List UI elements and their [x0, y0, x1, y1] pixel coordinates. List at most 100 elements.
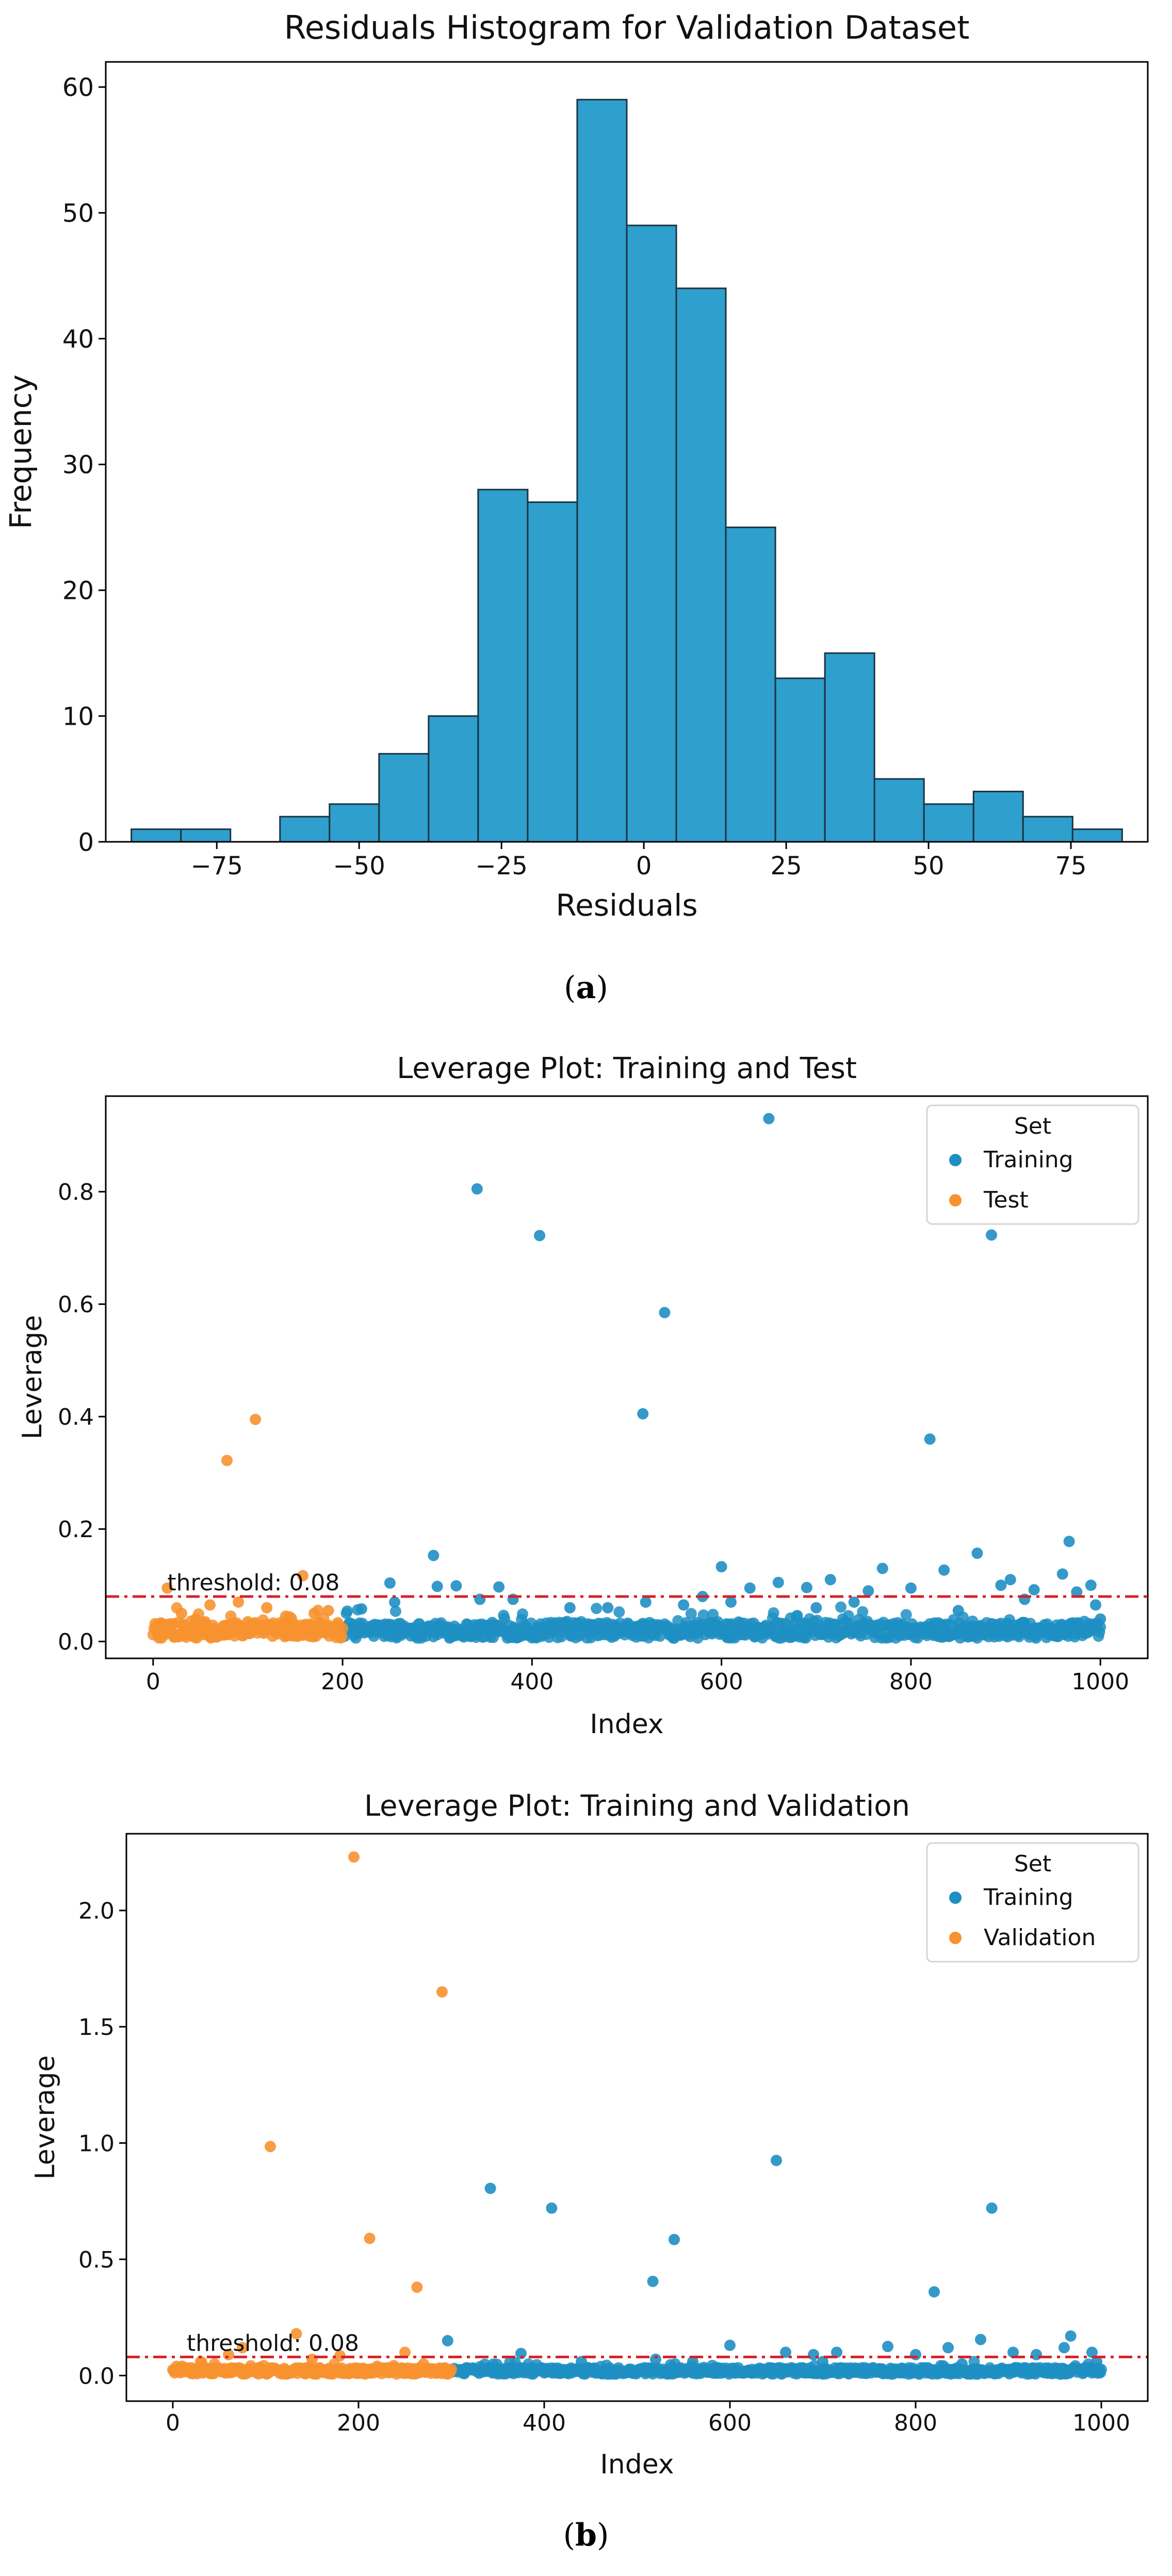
data-point — [715, 1561, 727, 1573]
data-point — [204, 1599, 216, 1611]
data-point — [371, 2360, 383, 2372]
data-point — [768, 1607, 779, 1619]
data-point — [484, 2182, 496, 2194]
data-point — [1065, 2330, 1077, 2342]
data-point — [161, 1582, 173, 1594]
data-point — [389, 1596, 401, 1608]
data-point — [808, 2349, 819, 2360]
data-point — [450, 1580, 462, 1592]
legend-box — [926, 1104, 1140, 1225]
data-point — [882, 2341, 893, 2353]
y-tick-label: 0.0 — [78, 2363, 115, 2389]
y-tick-label: 1.0 — [78, 2130, 115, 2157]
legend-label-training: Training — [983, 1884, 1073, 1911]
plot-frame — [125, 1833, 1149, 2402]
data-point — [697, 1609, 709, 1621]
x-axis-label: Index — [600, 2449, 674, 2480]
histogram-bar — [576, 99, 628, 843]
series-test — [147, 1413, 349, 1644]
data-point — [176, 2360, 188, 2372]
data-point — [669, 2233, 680, 2245]
data-point — [724, 2339, 736, 2351]
histogram-bar — [774, 677, 826, 843]
threshold-label: threshold: 0.08 — [167, 1570, 339, 1596]
histogram-bar — [279, 816, 331, 843]
data-point — [744, 1582, 756, 1594]
data-point — [986, 1229, 997, 1241]
x-tick-label: −25 — [476, 852, 528, 881]
plot-frame — [105, 1095, 1149, 1659]
legend-label-validation: Validation — [984, 1925, 1096, 1951]
data-point — [442, 2335, 453, 2346]
data-point — [1095, 1621, 1106, 1633]
data-point — [771, 2155, 782, 2166]
histogram-bar — [626, 224, 677, 843]
x-tick-label: 600 — [700, 1669, 743, 1695]
data-point — [905, 1582, 917, 1594]
data-point — [190, 1613, 202, 1625]
x-axis-label: Index — [590, 1709, 663, 1740]
threshold-label: threshold: 0.08 — [187, 2330, 359, 2356]
data-point — [195, 2356, 206, 2368]
x-tick-label: 800 — [889, 1669, 933, 1695]
y-axis-label: Frequency — [3, 374, 38, 529]
histogram-bar — [1022, 816, 1073, 843]
legend: Set Training Test — [926, 1104, 1140, 1225]
legend-title: Set — [1014, 1113, 1051, 1139]
data-point — [835, 1601, 847, 1613]
data-point — [637, 1408, 649, 1420]
leverage-validation-chart: threshold: 0.08 Leverage Plot: Training a… — [30, 1789, 1149, 2480]
data-point — [436, 1986, 448, 1998]
data-point — [389, 1605, 401, 1617]
y-tick-label: 0.5 — [78, 2247, 115, 2273]
caption-b: (b) — [563, 2517, 609, 2553]
x-tick-label: 400 — [523, 2410, 566, 2436]
data-point — [399, 2346, 411, 2358]
data-point — [1071, 1586, 1083, 1598]
histogram-bar — [873, 778, 925, 843]
data-point — [862, 1585, 874, 1597]
data-point — [1007, 2346, 1019, 2358]
data-point — [534, 1230, 546, 1242]
data-point — [297, 1570, 308, 1582]
data-point — [817, 2356, 828, 2368]
data-point — [1095, 1613, 1106, 1625]
y-axis-label: Leverage — [30, 2055, 61, 2179]
x-tick-label: 0 — [146, 1669, 160, 1695]
x-tick-label: 1000 — [1071, 1669, 1129, 1695]
data-point — [602, 1602, 614, 1613]
data-point — [831, 2346, 842, 2358]
data-point — [446, 2363, 457, 2375]
legend-marker-training — [949, 1154, 962, 1166]
histogram-bar — [675, 287, 727, 843]
x-tick-label: 1000 — [1072, 2410, 1130, 2436]
data-point — [364, 2232, 376, 2244]
data-point — [824, 1574, 836, 1586]
histogram-bar — [131, 828, 182, 843]
legend-label-training: Training — [983, 1147, 1073, 1173]
data-point — [685, 1608, 697, 1620]
y-tick-label: 1.5 — [78, 2014, 115, 2041]
data-point — [431, 1580, 443, 1592]
data-point — [938, 1564, 950, 1576]
y-tick-label: 0.2 — [58, 1517, 94, 1543]
y-tick-label: 20 — [62, 577, 94, 606]
data-point — [763, 1113, 775, 1124]
data-point — [576, 2356, 587, 2368]
data-point — [810, 1602, 822, 1613]
data-point — [995, 1579, 1007, 1591]
data-point — [647, 2275, 659, 2287]
data-point — [910, 2349, 921, 2360]
data-point — [725, 1596, 737, 1608]
y-tick-label: 0.6 — [58, 1292, 94, 1318]
x-tick-label: 0 — [166, 2410, 180, 2436]
data-point — [1031, 2349, 1042, 2360]
y-tick-label: 0.8 — [58, 1179, 94, 1205]
legend-label-test: Test — [983, 1187, 1029, 1213]
series-training — [337, 1113, 1106, 1644]
data-point — [152, 1619, 164, 1631]
y-tick-label: 0.4 — [58, 1404, 94, 1430]
histogram-bar — [329, 803, 380, 843]
legend-marker-test — [949, 1194, 962, 1207]
caption-a: (a) — [564, 970, 608, 1006]
